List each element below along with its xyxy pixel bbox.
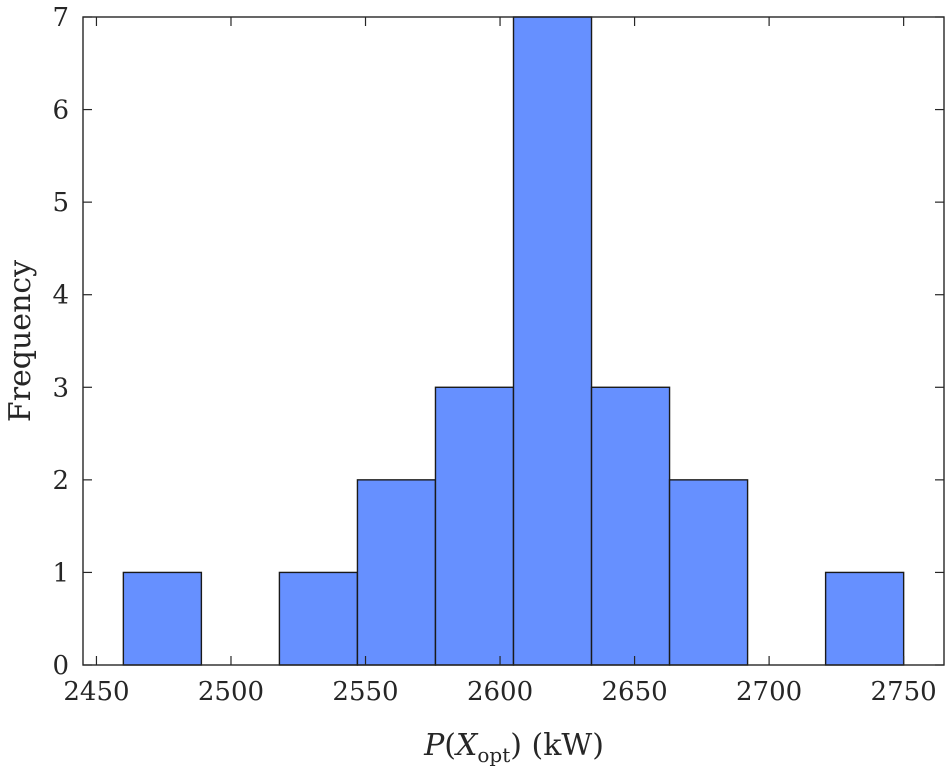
y-tick-label: 5 [52, 188, 69, 218]
x-tick-label: 2550 [332, 677, 398, 707]
x-label-variable: X [454, 728, 479, 763]
y-tick-label: 6 [52, 96, 69, 126]
x-tick-label: 2650 [601, 677, 667, 707]
y-tick-label: 2 [52, 466, 69, 496]
x-tick-label: 2500 [198, 677, 264, 707]
x-label-symbol: P [423, 728, 445, 763]
x-tick-label: 2750 [871, 677, 937, 707]
y-tick-label: 0 [52, 651, 69, 681]
histogram-bar [278, 571, 359, 666]
histogram-bar [434, 386, 515, 666]
histogram-bar [668, 479, 749, 666]
x-tick-label: 2700 [736, 677, 802, 707]
histogram-bar [590, 386, 671, 666]
y-tick-label: 1 [52, 558, 69, 588]
x-tick-labels: 2450 2500 2550 2600 2650 2700 2750 [63, 677, 936, 707]
x-tick-label: 2600 [467, 677, 533, 707]
y-tick-label: 3 [52, 373, 69, 403]
x-tick-label: 2450 [63, 677, 129, 707]
x-axis-label: P(Xopt) (kW) [423, 728, 604, 767]
histogram-bars [122, 16, 905, 666]
y-tick-labels: 0 1 2 3 4 5 6 7 [52, 3, 69, 681]
histogram-bar [122, 571, 203, 666]
x-label-open-paren: ( [444, 728, 456, 763]
plot-frame [82, 16, 945, 666]
x-label-close-paren: ) [510, 728, 522, 763]
histogram-bar [356, 479, 437, 666]
x-label-unit: (kW) [522, 728, 604, 763]
histogram-bar [512, 16, 593, 666]
y-tick-label: 4 [52, 281, 69, 311]
y-axis-label: Frequency [3, 260, 38, 422]
x-label-subscript: opt [477, 743, 510, 767]
y-tick-label: 7 [52, 3, 69, 33]
histogram-bar [824, 571, 905, 666]
